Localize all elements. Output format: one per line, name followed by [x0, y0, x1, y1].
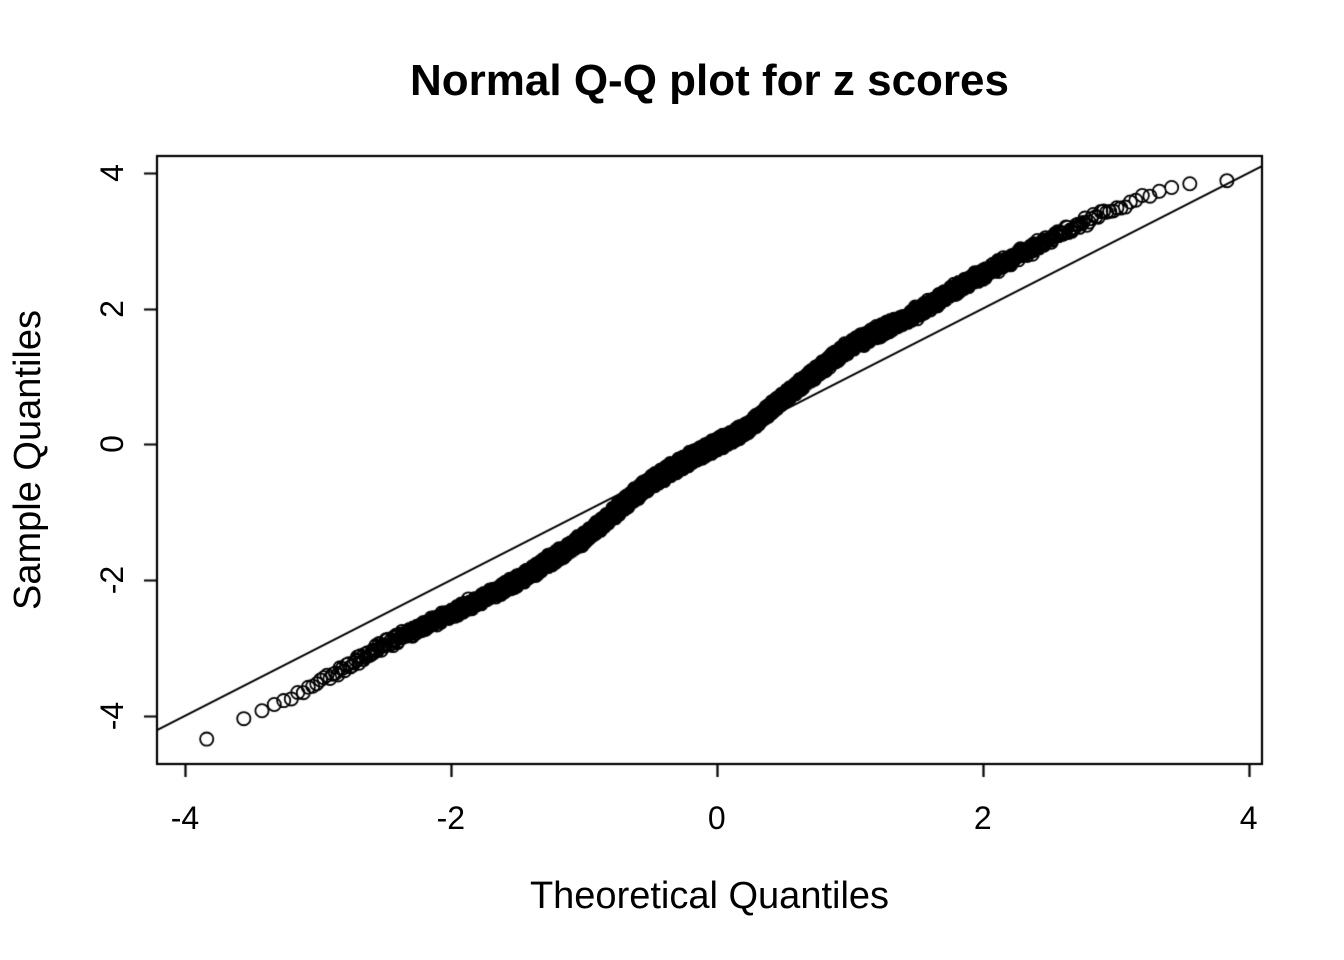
y-axis-label: Sample Quantiles [7, 310, 49, 610]
y-tick-label: 4 [94, 164, 130, 182]
y-tick-label: -4 [94, 701, 130, 731]
y-tick-label: 2 [94, 299, 130, 318]
x-tick-label: 0 [707, 800, 726, 836]
x-tick-label: 2 [973, 800, 992, 836]
x-tick-label: -2 [436, 800, 466, 836]
y-tick-label: 0 [94, 435, 130, 454]
x-tick-label: -4 [170, 800, 200, 836]
x-axis-label: Theoretical Quantiles [529, 875, 890, 917]
x-tick-label: 4 [1239, 800, 1258, 836]
chart-title: Normal Q-Q plot for z scores [410, 56, 1009, 105]
y-tick-label: -2 [94, 565, 130, 595]
